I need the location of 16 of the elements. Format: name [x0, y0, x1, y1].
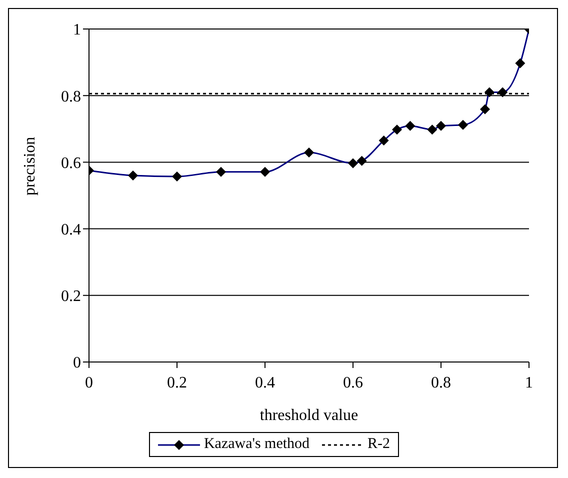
legend-label: R-2: [366, 436, 390, 453]
x-tick-label: 0: [85, 374, 93, 392]
x-tick-label: 0.4: [255, 374, 275, 392]
y-tick-label: 0.4: [61, 221, 81, 238]
legend-label: Kazawa's method: [202, 436, 310, 453]
x-axis-title: threshold value: [260, 407, 358, 424]
y-tick-label: 0.6: [61, 154, 81, 172]
y-tick-label: 0.2: [61, 288, 81, 306]
y-tick-label: 0.8: [61, 88, 81, 106]
x-tick-label: 1: [525, 374, 533, 392]
x-tick-label: 0.6: [343, 374, 363, 392]
x-tick-label: 0.8: [431, 374, 451, 392]
y-tick-label: 1: [73, 22, 81, 39]
y-tick-label: 0: [73, 354, 81, 372]
y-axis-title: precision: [22, 136, 39, 196]
x-tick-label: 0.2: [167, 374, 187, 392]
